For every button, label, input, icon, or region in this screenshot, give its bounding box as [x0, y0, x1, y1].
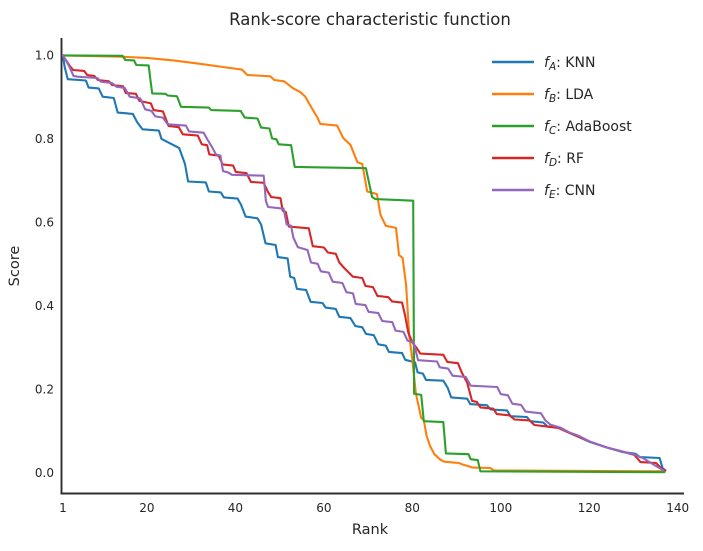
- curve-adaboost: [61, 54, 666, 474]
- curve-lda: [61, 54, 665, 473]
- chart-title: Rank-score characteristic function: [229, 10, 511, 29]
- legend-label-lda: fB: LDA: [544, 87, 594, 105]
- x-axis-label: Rank: [352, 522, 389, 538]
- legend-label-rf: fD: RF: [544, 151, 584, 169]
- x-tick-label-40: 40: [228, 501, 243, 515]
- legend-item-knn: fA: KNN: [492, 55, 595, 73]
- y-tick-label-0.2: 0.2: [35, 383, 54, 397]
- y-axis-ticks: 0.0 0.2 0.4 0.6 0.8 1.0: [35, 49, 54, 481]
- y-axis-label: Score: [7, 246, 23, 287]
- legend-item-lda: fB: LDA: [492, 87, 594, 105]
- curve-knn: [61, 54, 667, 472]
- legend-label-knn: fA: KNN: [544, 55, 595, 73]
- y-tick-label-0.0: 0.0: [35, 466, 54, 480]
- x-tick-label-120: 120: [578, 501, 601, 515]
- x-tick-label-80: 80: [405, 501, 420, 515]
- x-tick-label-60: 60: [316, 501, 331, 515]
- x-tick-label-1: 1: [59, 501, 67, 515]
- x-axis-ticks: 1 20 40 60 80 100 120 140: [59, 501, 689, 515]
- x-tick-label-140: 140: [666, 501, 689, 515]
- legend-label-cnn: fE: CNN: [544, 183, 595, 201]
- legend-item-adaboost: fC: AdaBoost: [492, 119, 632, 137]
- legend: fA: KNN fB: LDA fC: AdaBoost fD: RF fE: CNN: [492, 55, 632, 201]
- curve-cnn: [61, 54, 665, 472]
- y-tick-label-0.8: 0.8: [35, 132, 54, 146]
- plot-lines: [61, 54, 667, 474]
- y-tick-label-0.6: 0.6: [35, 216, 54, 230]
- curve-rf: [61, 54, 667, 472]
- legend-item-rf: fD: RF: [492, 151, 584, 169]
- legend-item-cnn: fE: CNN: [492, 183, 595, 201]
- y-tick-label-1.0: 1.0: [35, 49, 54, 63]
- x-tick-label-20: 20: [139, 501, 154, 515]
- x-tick-label-100: 100: [489, 501, 512, 515]
- y-tick-label-0.4: 0.4: [35, 299, 54, 313]
- legend-label-adaboost: fC: AdaBoost: [544, 119, 632, 137]
